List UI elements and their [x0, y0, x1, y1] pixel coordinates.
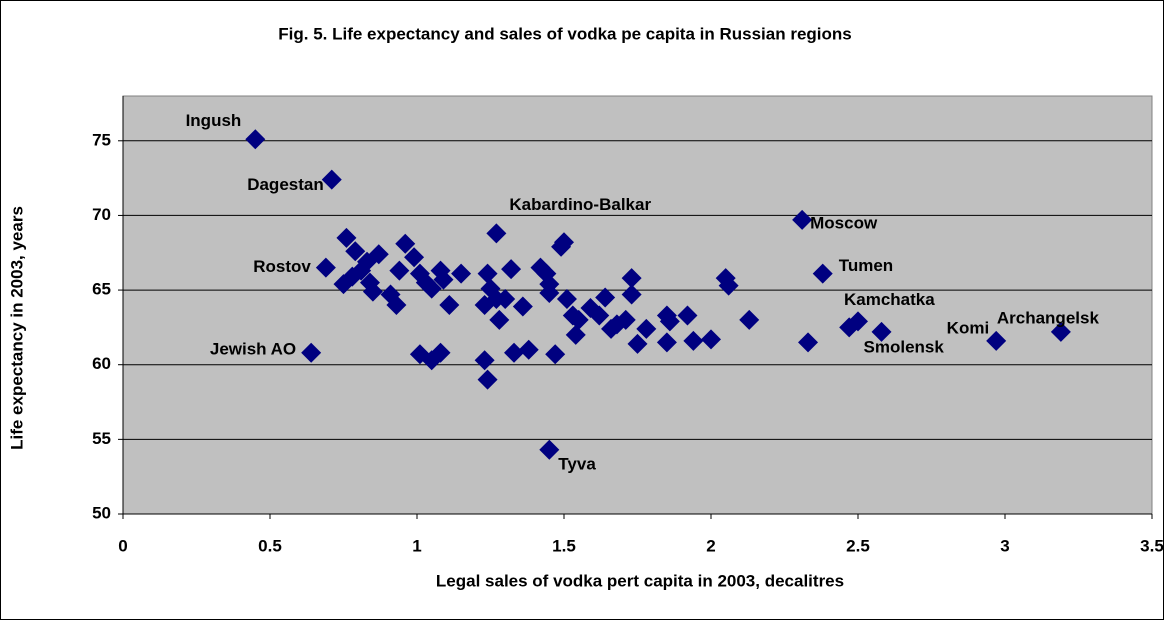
data-point [568, 309, 589, 330]
data-point [518, 339, 539, 360]
data-point [589, 305, 610, 326]
data-point [439, 295, 460, 315]
x-tick-label: 1.5 [552, 536, 576, 555]
y-tick-label: 65 [92, 280, 111, 299]
data-point [486, 223, 507, 244]
point-label: Jewish AO [210, 339, 296, 358]
data-point [433, 269, 454, 290]
data-point [495, 289, 516, 310]
data-point [489, 309, 510, 330]
data-point [565, 324, 586, 345]
data-point [362, 281, 383, 302]
data-point [430, 342, 451, 363]
data-point [683, 330, 704, 351]
data-point [621, 268, 642, 289]
point-label: Kamchatka [844, 290, 935, 309]
plot-area [122, 95, 1153, 515]
point-label: Kabardino-Balkar [509, 195, 651, 214]
data-point [336, 227, 357, 248]
data-point [659, 311, 680, 332]
data-point [421, 278, 442, 299]
point-label: Komi [947, 318, 990, 337]
data-point [621, 284, 642, 305]
data-point [389, 260, 410, 281]
y-tick-label: 50 [92, 503, 111, 522]
data-point [395, 233, 416, 254]
x-tick-label: 0.5 [258, 536, 282, 555]
x-tick-label: 3 [1000, 536, 1009, 555]
point-label: Rostov [253, 257, 311, 276]
data-point [739, 309, 760, 330]
y-axis-title: Life expectancy in 2003, years [7, 206, 26, 450]
data-point [345, 241, 366, 262]
x-tick-label: 2 [706, 536, 715, 555]
data-point [812, 263, 833, 284]
x-tick-label: 1 [412, 536, 421, 555]
data-point [871, 321, 892, 342]
data-point [656, 332, 677, 353]
data-point [351, 260, 372, 281]
data-point [627, 333, 648, 354]
y-tick-label: 75 [92, 130, 111, 149]
data-point [554, 232, 574, 253]
data-point [474, 350, 495, 371]
x-tick-label: 3.5 [1140, 536, 1164, 555]
data-point [545, 344, 566, 365]
data-point [451, 263, 472, 284]
data-point [404, 247, 425, 268]
point-label: Archangelsk [997, 308, 1100, 327]
data-point [701, 329, 721, 350]
x-axis-title: Legal sales of vodka pert capita in 2003… [436, 571, 844, 590]
data-point [615, 309, 636, 330]
data-point [798, 332, 819, 353]
data-point [595, 287, 616, 308]
data-point [477, 263, 498, 284]
point-label: Tumen [839, 256, 893, 275]
data-point [839, 317, 860, 338]
y-tick-label: 70 [92, 205, 111, 224]
point-label: Moscow [810, 213, 878, 232]
data-point [539, 283, 560, 304]
data-point [636, 318, 657, 339]
data-point [386, 295, 407, 315]
point-label: Dagestan [247, 175, 324, 194]
data-point [301, 342, 322, 363]
point-label: Smolensk [864, 337, 945, 356]
data-point [245, 129, 266, 150]
chart-title: Fig. 5. Life expectancy and sales of vod… [278, 24, 851, 43]
data-point [718, 275, 739, 296]
data-point [504, 342, 525, 363]
data-point [556, 289, 577, 310]
data-point [512, 296, 533, 317]
data-point [368, 244, 389, 265]
x-tick-label: 0 [118, 536, 127, 555]
data-point [1050, 321, 1071, 342]
point-label: Ingush [186, 111, 242, 130]
data-point [539, 439, 560, 460]
data-point [792, 209, 813, 230]
y-tick-label: 55 [92, 429, 111, 448]
point-label: Tyva [558, 454, 596, 473]
x-tick-label: 2.5 [846, 536, 870, 555]
data-point [677, 305, 698, 326]
data-point [477, 369, 498, 390]
data-point [321, 169, 342, 190]
data-point [501, 259, 522, 280]
data-point [986, 330, 1007, 351]
data-point [315, 257, 336, 278]
y-tick-label: 60 [92, 354, 111, 373]
